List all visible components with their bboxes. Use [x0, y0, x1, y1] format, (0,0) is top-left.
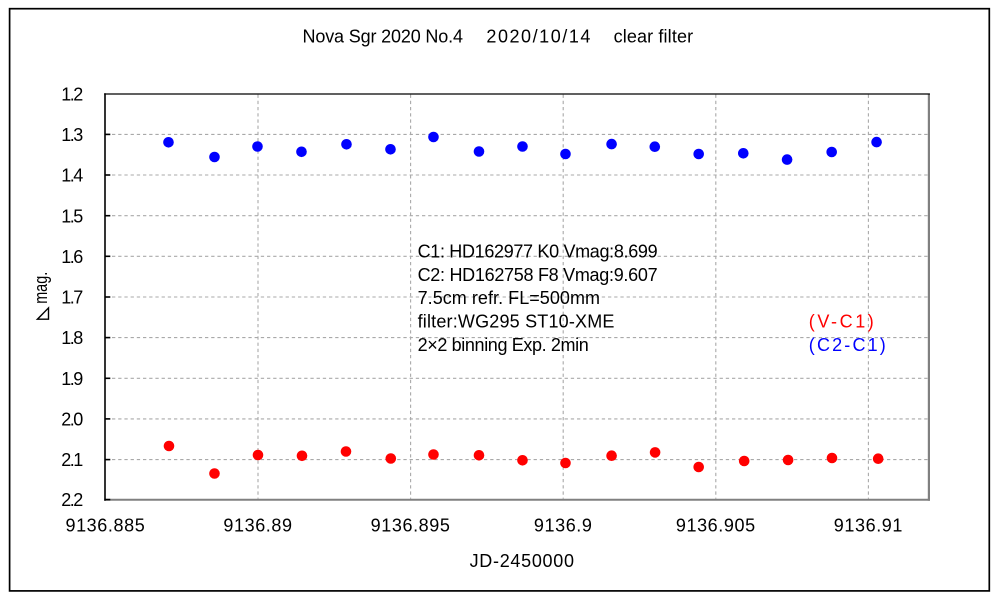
svg-text:1.6: 1.6: [61, 247, 83, 267]
svg-text:2×2 binning Exp. 2min: 2×2 binning Exp. 2min: [418, 335, 589, 355]
svg-text:C1: HD162977 K0 Vmag:8.699: C1: HD162977 K0 Vmag:8.699: [418, 241, 658, 261]
svg-text:9136.895: 9136.895: [371, 515, 451, 535]
svg-text:2.0: 2.0: [61, 410, 83, 430]
svg-text:1.3: 1.3: [61, 125, 83, 145]
svg-text:2020/10/14: 2020/10/14: [486, 26, 590, 46]
svg-text:1.7: 1.7: [61, 288, 83, 308]
svg-text:C2: HD162758 F8 Vmag:9.607: C2: HD162758 F8 Vmag:9.607: [418, 265, 658, 285]
svg-text:1.2: 1.2: [61, 84, 83, 104]
svg-text:9136.91: 9136.91: [834, 515, 903, 535]
svg-text:clear filter: clear filter: [614, 26, 694, 46]
svg-text:9136.885: 9136.885: [65, 515, 145, 535]
svg-text:Nova Sgr 2020 No.4: Nova Sgr 2020 No.4: [303, 26, 464, 46]
svg-text:9136.905: 9136.905: [676, 515, 756, 535]
svg-text:2.1: 2.1: [61, 450, 83, 470]
svg-text:(C2-C1): (C2-C1): [809, 335, 886, 355]
svg-text:1.8: 1.8: [61, 328, 83, 348]
svg-text:9136.89: 9136.89: [223, 515, 292, 535]
svg-text:9136.9: 9136.9: [534, 515, 593, 535]
svg-text:1.4: 1.4: [61, 166, 83, 186]
svg-text:JD-2450000: JD-2450000: [470, 551, 574, 571]
svg-text:filter:WG295 ST10-XME: filter:WG295 ST10-XME: [418, 312, 615, 332]
svg-text:(V-C1): (V-C1): [809, 312, 874, 332]
svg-text:2.2: 2.2: [61, 490, 83, 510]
svg-text:mag.: mag.: [31, 272, 51, 304]
svg-text:1.9: 1.9: [61, 369, 83, 389]
svg-text:7.5cm refr. FL=500mm: 7.5cm refr. FL=500mm: [418, 288, 600, 308]
svg-text:1.5: 1.5: [61, 206, 83, 226]
